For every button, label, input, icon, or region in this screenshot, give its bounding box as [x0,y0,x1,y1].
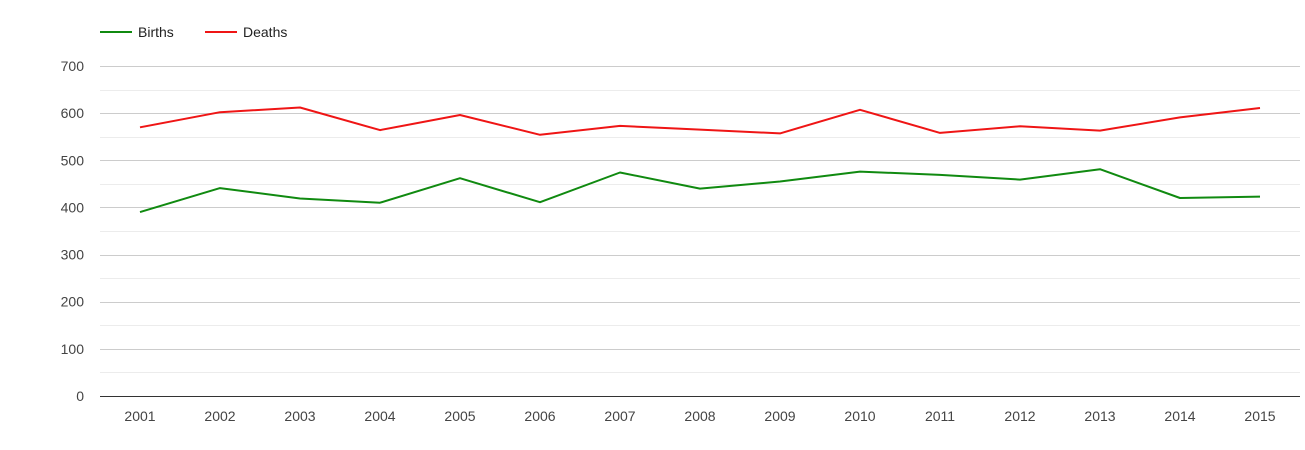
legend-label-deaths: Deaths [243,24,287,40]
x-tick-label: 2011 [925,408,955,424]
legend-item-births[interactable]: Births [100,24,174,40]
x-tick-label: 2002 [204,408,235,424]
x-tick-label: 2001 [124,408,155,424]
x-tick-label: 2004 [364,408,395,424]
series-line-births [139,168,1261,214]
x-tick-label: 2015 [1244,408,1275,424]
x-axis-tick-labels: 2001 2002 2003 2004 2005 2006 2007 2008 2009 2010… [124,408,1275,424]
legend: Births Deaths [100,24,287,40]
legend-item-deaths[interactable]: Deaths [205,24,287,40]
x-tick-label: 2010 [844,408,875,424]
y-tick-label: 600 [61,105,85,121]
y-tick-label: 100 [61,341,85,357]
x-tick-label: 2003 [284,408,315,424]
x-tick-label: 2009 [764,408,795,424]
x-tick-label: 2014 [1164,408,1195,424]
x-tick-label: 2007 [604,408,635,424]
x-tick-label: 2006 [524,408,555,424]
series-line-deaths [139,106,1261,136]
y-tick-label: 200 [61,294,85,310]
y-tick-label: 500 [61,152,85,168]
gridlines [100,66,1300,397]
y-axis-tick-labels: 0 100 200 300 400 500 600 700 [61,58,85,404]
x-tick-label: 2013 [1084,408,1115,424]
legend-label-births: Births [138,24,174,40]
y-tick-label: 400 [61,199,85,215]
series-lines [139,106,1261,214]
y-tick-label: 0 [76,388,84,404]
x-tick-label: 2005 [444,408,475,424]
x-tick-label: 2008 [684,408,715,424]
y-tick-label: 700 [61,58,85,74]
x-tick-label: 2012 [1004,408,1035,424]
y-tick-label: 300 [61,247,85,263]
